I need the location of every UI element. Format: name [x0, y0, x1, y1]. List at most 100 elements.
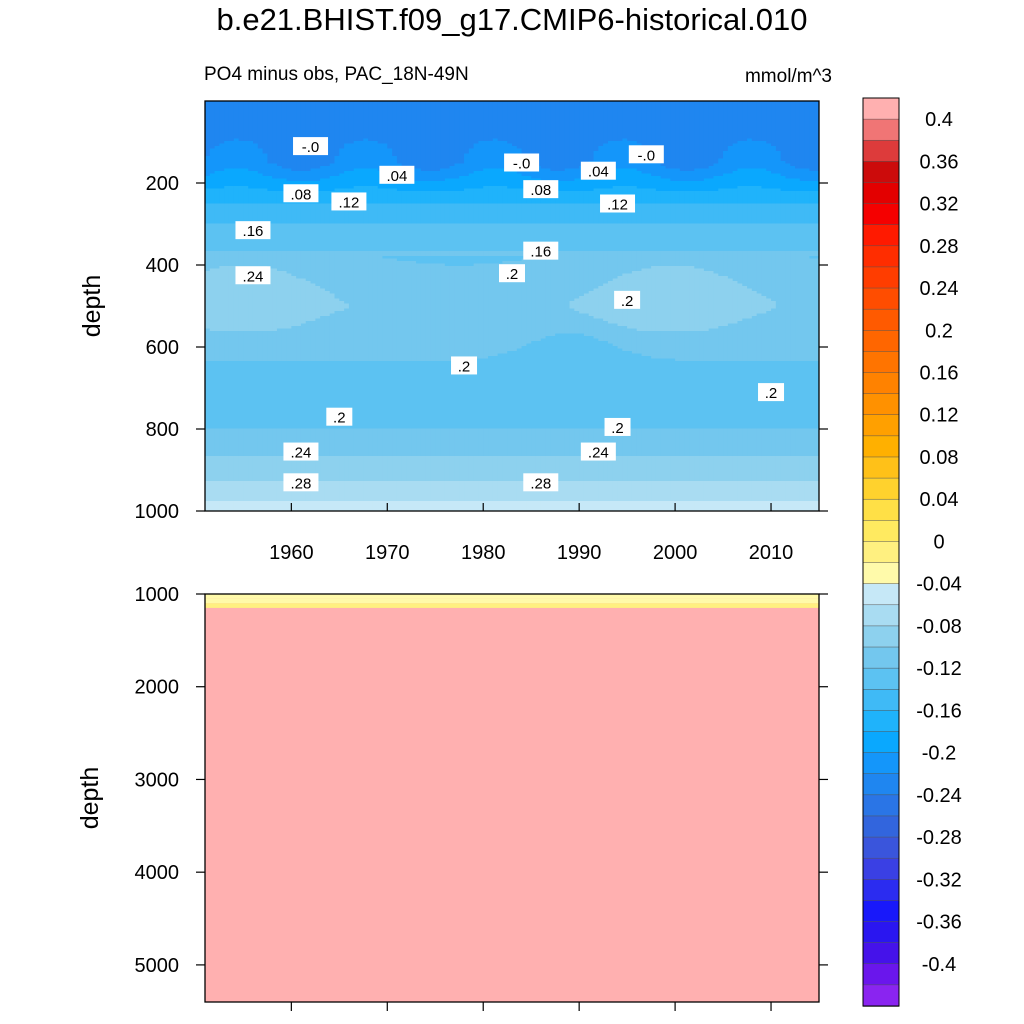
contour-cell	[751, 188, 758, 192]
contour-cell	[478, 183, 484, 187]
contour-cell	[559, 158, 566, 162]
contour-cell	[598, 108, 604, 112]
contour-cell	[727, 146, 734, 150]
contour-cell	[790, 163, 796, 167]
contour-cell	[353, 126, 360, 130]
contour-cell	[708, 108, 715, 112]
contour-cell	[550, 163, 556, 167]
contour-cell	[718, 166, 724, 170]
contour-cell	[272, 153, 278, 157]
contour-cell	[684, 171, 691, 175]
contour-cell	[483, 128, 489, 132]
contour-cell	[205, 116, 211, 120]
contour-cell	[219, 183, 225, 187]
contour-cell	[392, 138, 398, 142]
contour-cell	[723, 146, 729, 150]
contour-cell	[540, 151, 547, 155]
contour-cell	[583, 141, 590, 145]
contour-cell	[694, 136, 700, 140]
contour-cell	[665, 103, 671, 107]
contour-cell	[243, 178, 249, 182]
contour-cell	[679, 121, 686, 125]
contour-cell	[449, 151, 456, 155]
contour-cell	[579, 108, 585, 112]
contour-cell	[603, 133, 609, 137]
contour-cell	[228, 136, 235, 140]
contour-cell	[598, 131, 604, 135]
contour-cell	[267, 183, 273, 187]
contour-cell	[440, 103, 446, 107]
contour-cell	[339, 168, 345, 172]
contour-cell	[564, 171, 571, 175]
contour-cell	[507, 183, 513, 187]
contour-cell	[545, 123, 551, 127]
contour-cell	[516, 146, 523, 150]
contour-cell	[473, 126, 480, 130]
contour-cell	[766, 108, 772, 112]
contour-cell	[276, 148, 283, 152]
contour-cell	[468, 156, 475, 160]
contour-cell	[454, 113, 460, 117]
contour-cell	[732, 178, 739, 182]
contour-cell	[703, 128, 710, 132]
contour-cell	[713, 116, 719, 120]
contour-cell	[257, 133, 264, 137]
contour-cell	[713, 148, 719, 152]
contour-cell	[416, 133, 422, 137]
contour-cell	[296, 108, 302, 112]
contour-cell	[209, 186, 216, 190]
contour-cell	[703, 126, 710, 130]
contour-cell	[588, 111, 595, 115]
contour-cell	[521, 173, 527, 177]
contour-cell	[243, 186, 249, 190]
contour-cell	[636, 166, 643, 170]
contour-cell	[224, 113, 230, 117]
contour-cell	[540, 131, 547, 135]
contour-cell	[627, 123, 633, 127]
contour-cell	[703, 113, 710, 117]
contour-cell	[799, 103, 806, 107]
contour-cell	[540, 136, 547, 140]
contour-cell	[694, 153, 700, 157]
contour-cell	[646, 123, 652, 127]
contour-cell	[766, 156, 772, 160]
contour-cell	[396, 103, 403, 107]
contour-cell	[521, 116, 527, 120]
contour-cell	[775, 186, 782, 190]
contour-cell	[425, 113, 432, 117]
contour-cell	[699, 158, 705, 162]
contour-cell	[497, 168, 504, 172]
contour-cell	[526, 116, 532, 120]
contour-cell	[324, 171, 331, 175]
contour-cell	[238, 151, 244, 155]
contour-cell	[377, 136, 384, 140]
contour-cell	[224, 176, 230, 180]
contour-cell	[756, 191, 763, 195]
contour-cell	[363, 186, 369, 190]
contour-cell	[579, 121, 585, 125]
contour-cell	[368, 156, 374, 160]
contour-cell	[747, 146, 753, 150]
contour-cell	[670, 176, 676, 180]
contour-cell	[214, 101, 220, 105]
contour-cell	[209, 133, 216, 137]
contour-cell	[598, 191, 604, 195]
contour-cell	[243, 158, 249, 162]
contour-cell	[372, 163, 379, 167]
contour-cell	[492, 108, 499, 112]
contour-cell	[747, 108, 753, 112]
contour-cell	[257, 116, 264, 120]
contour-cell	[233, 138, 240, 142]
contour-cell	[790, 103, 796, 107]
contour-cell	[377, 138, 384, 142]
contour-cell	[483, 148, 489, 152]
contour-cell	[425, 121, 432, 125]
contour-cell	[425, 108, 432, 112]
contour-cell	[732, 161, 739, 165]
contour-cell	[449, 128, 456, 132]
contour-cell	[809, 121, 815, 125]
contour-cell	[392, 186, 398, 190]
contour-cell	[473, 113, 480, 117]
contour-cell	[209, 153, 216, 157]
contour-cell	[588, 181, 595, 185]
